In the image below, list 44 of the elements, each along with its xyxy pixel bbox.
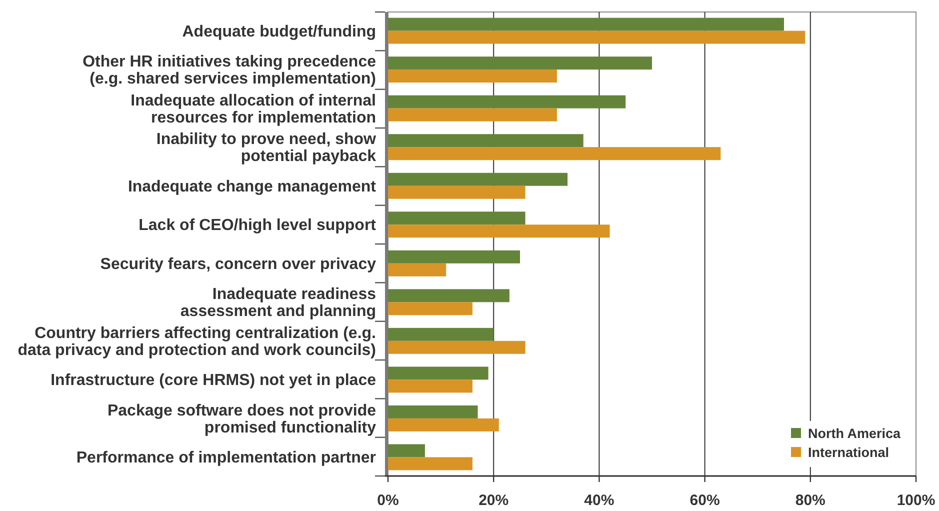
bar [388,457,472,470]
bar [388,18,784,31]
bar [388,340,526,354]
bar [388,56,652,70]
bar [388,444,425,458]
bar [388,172,568,186]
bar [388,405,478,418]
y-tick-label: Inadequate allocation of internal resources for implementation [130,92,376,126]
x-tick-label: 80% [795,492,826,509]
bar [388,380,472,393]
y-tick-label: Inadequate change management [128,178,377,196]
y-tick-label: Infrastructure (core HRMS) not yet in place [50,372,376,390]
y-tick-label: Adequate budget/funding [182,23,376,40]
bar [388,70,557,83]
x-tick-label: 0% [377,492,399,509]
bar [388,108,557,122]
bar [388,302,472,316]
bar [388,212,526,225]
bar [388,186,526,199]
bar [388,289,510,302]
legend-label: International [808,445,890,460]
y-tick-label: Inability to prove need, show potential payback [156,131,377,166]
bar [388,250,520,264]
x-tick-label: 20% [478,492,509,509]
x-tick-label: 40% [584,492,614,509]
y-tick-label: Lack of CEO/high level support [138,217,377,234]
y-tick-label: Country barriers affecting centralization (e.g. data privacy and protection and work councils) [18,324,376,359]
legend-label: North America [808,426,902,441]
y-tick-label: Package software does not provide promised functionality [107,402,376,436]
y-tick-label: Inadequate readiness assessment and planning [180,286,376,320]
bar [388,366,488,380]
bar [388,147,721,160]
x-tick-label: 60% [690,492,720,509]
y-tick-label: Other HR initiatives taking precedence (e.g. shared services implementation) [82,54,376,88]
bar [388,263,446,276]
bar [388,418,499,432]
bar [388,30,806,44]
bar [388,328,494,341]
bar [388,134,584,148]
bar [388,95,626,108]
bar [388,224,610,238]
x-tick-label: 100% [896,492,936,509]
y-tick-label: Performance of implementation partner [76,450,376,467]
y-tick-label: Security fears, concern over privacy [100,256,376,273]
